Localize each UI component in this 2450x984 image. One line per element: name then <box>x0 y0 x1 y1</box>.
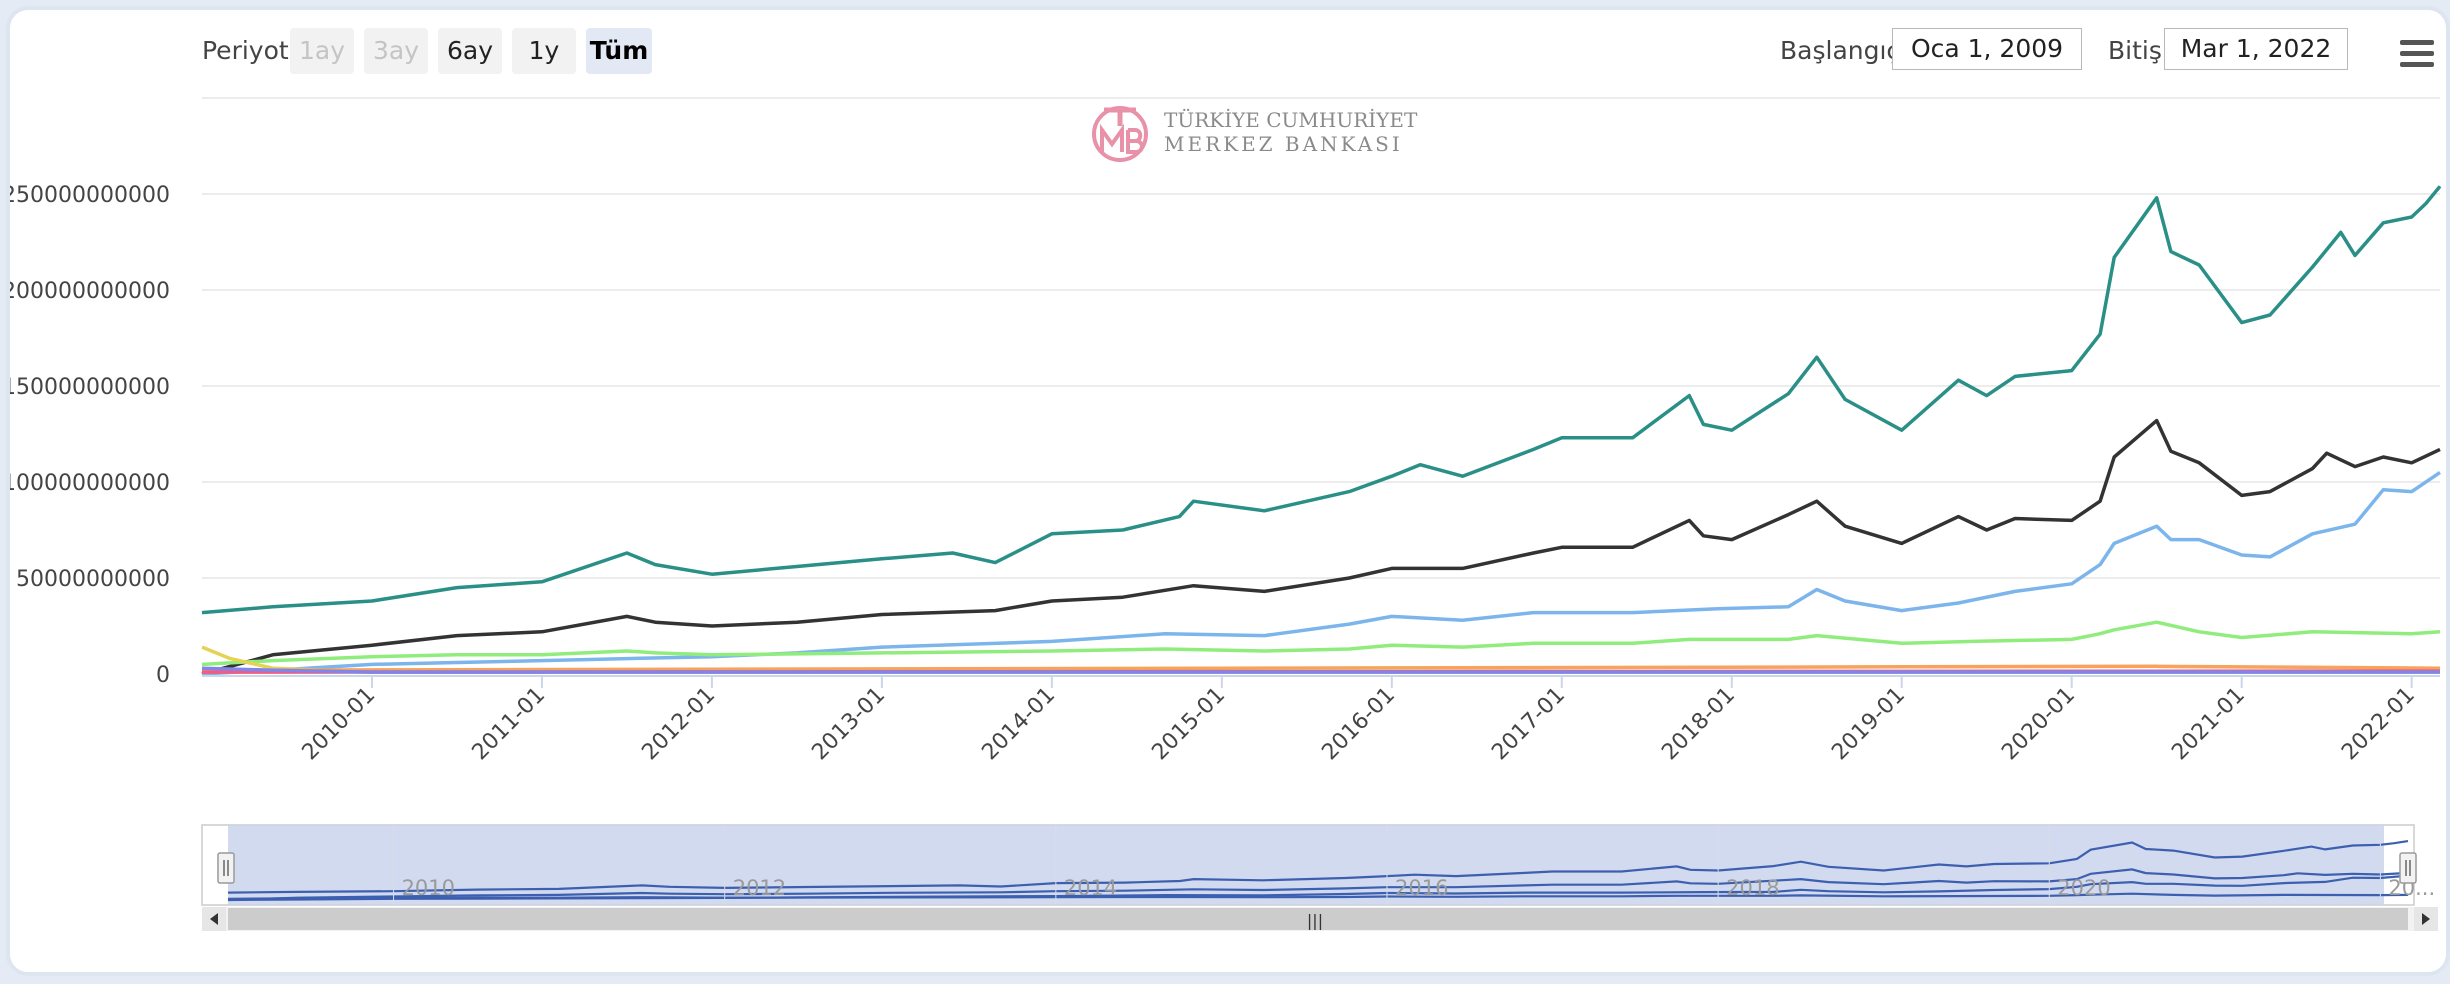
series-line-2 <box>201 418 2441 676</box>
end-date-input[interactable]: Mar 1, 2022 <box>2164 28 2348 70</box>
y-tick-label: 0 <box>156 663 170 688</box>
y-tick-label: 100000000000 <box>10 471 170 496</box>
range-toolbar: Periyot 1ay 3ay 6ay 1y Tüm Başlangıç Oca… <box>10 10 2446 80</box>
x-tick-label: 2014-01 <box>977 683 1060 766</box>
series-line-8 <box>201 666 2440 674</box>
x-tick-label: 2018-01 <box>1657 683 1740 766</box>
series-line-4 <box>201 620 2441 667</box>
series-line-6 <box>201 664 2441 672</box>
period-button-1ay[interactable]: 1ay <box>290 28 354 74</box>
x-tick-label: 2015-01 <box>1147 683 1230 766</box>
x-tick-label: 2019-01 <box>1827 683 1910 766</box>
y-tick-label: 50000000000 <box>16 567 170 592</box>
x-tick-label: 2011-01 <box>468 683 551 766</box>
series-line-1 <box>201 185 2442 615</box>
period-button-all[interactable]: Tüm <box>586 28 652 74</box>
x-tick-label: 2016-01 <box>1317 683 1400 766</box>
period-button-3ay[interactable]: 3ay <box>364 28 428 74</box>
x-tick-label: 2017-01 <box>1487 683 1570 766</box>
tcmb-logo: TÜRKİYE CUMHURİYET MERKEZ BANKASI <box>1090 100 1417 164</box>
logo-line-1: TÜRKİYE CUMHURİYET <box>1164 108 1418 132</box>
x-tick-label: 2012-01 <box>637 683 720 766</box>
logo-line-2: MERKEZ BANKASI <box>1164 132 1403 156</box>
end-date-label: Bitiş <box>2108 36 2162 65</box>
y-tick-label: 150000000000 <box>10 375 170 400</box>
period-label: Periyot <box>202 36 289 65</box>
start-date-input[interactable]: Oca 1, 2009 <box>1892 28 2082 70</box>
x-tick-label: 2022-01 <box>2337 683 2420 766</box>
series-line-3 <box>201 470 2441 676</box>
chart-container: Periyot 1ay 3ay 6ay 1y Tüm Başlangıç Oca… <box>6 6 2450 976</box>
x-tick-label: 2021-01 <box>2167 683 2250 766</box>
main-chart-svg: 0 50000000000 100000000000 150000000000 2000… <box>10 97 2442 766</box>
x-tick-label: 2010-01 <box>298 683 381 766</box>
period-button-6ay[interactable]: 6ay <box>438 28 502 74</box>
x-tick-label: 2013-01 <box>807 683 890 766</box>
x-tick-label: 2020-01 <box>1997 683 2080 766</box>
y-tick-label: 250000000000 <box>10 183 170 208</box>
start-date-label: Başlangıç <box>1780 36 1901 65</box>
period-button-1y[interactable]: 1y <box>512 28 576 74</box>
hamburger-menu-icon[interactable] <box>2400 40 2434 68</box>
tcmb-logo-mark <box>1092 106 1148 162</box>
y-tick-label: 200000000000 <box>10 279 170 304</box>
